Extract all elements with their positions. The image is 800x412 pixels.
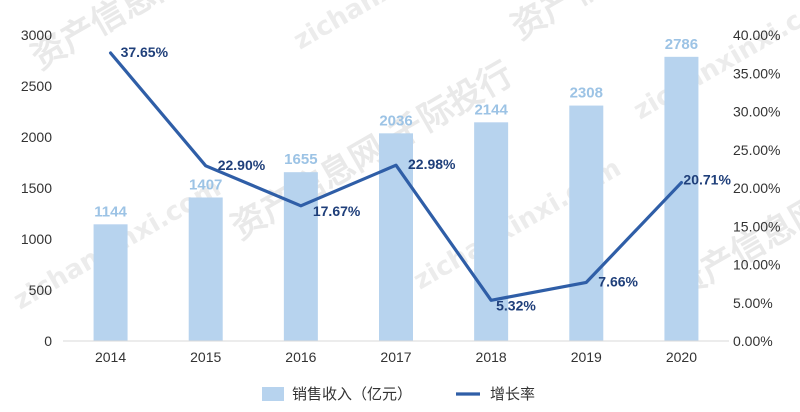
left-tick-label-1: 500 [29, 282, 53, 298]
right-tick-label-2: 10.00% [733, 257, 780, 273]
labels-layer: 1144 1407 1655 2036 2144 2308 2786 37.65% 22.90%… [94, 36, 731, 313]
right-tick-label-1: 5.00% [733, 295, 773, 311]
left-tick-label-3: 1500 [21, 180, 52, 196]
line-value-label-2015: 22.90% [218, 157, 266, 173]
watermark-text-1: zichanxinxi.com [289, 0, 507, 56]
right-tick-label-6: 30.00% [733, 104, 780, 120]
x-tick-label-2014: 2014 [95, 349, 126, 365]
bar-value-label-2017: 2036 [379, 112, 412, 129]
x-tick-label-2018: 2018 [476, 349, 507, 365]
line-value-label-2016: 17.67% [313, 203, 361, 219]
legend-swatch-bar [262, 387, 284, 401]
legend-label-line: 增长率 [490, 385, 535, 403]
line-value-label-2014: 37.65% [121, 44, 169, 60]
left-tick-label-6: 3000 [21, 27, 52, 43]
left-tick-label-2: 1000 [21, 231, 52, 247]
line-layer [108, 51, 684, 302]
legend-label-bar: 销售收入（亿元） [292, 385, 412, 403]
bar-2020 [664, 56, 699, 341]
x-tick-label-2019: 2019 [571, 349, 602, 365]
line-value-label-2020: 20.71% [683, 172, 731, 188]
right-tick-label-4: 20.00% [733, 180, 780, 196]
bar-2016 [283, 172, 318, 341]
x-tick-label-2017: 2017 [380, 349, 411, 365]
line-value-label-2019: 7.66% [598, 273, 638, 289]
left-tick-label-0: 0 [44, 333, 52, 349]
bar-2019 [569, 105, 604, 341]
watermark-text-0: 资产信息网 千际投行 [25, 0, 320, 78]
axes-layer: 2014 2015 2016 2017 2018 2019 2020 0 500 1000 1500… [21, 27, 781, 365]
line-value-label-2018: 5.32% [496, 297, 536, 313]
bar-value-label-2019: 2308 [570, 85, 603, 102]
right-tick-label-5: 25.00% [733, 142, 780, 158]
bar-2014 [93, 224, 128, 341]
x-tick-label-2015: 2015 [190, 349, 221, 365]
bar-value-label-2018: 2144 [474, 101, 508, 118]
right-tick-label-7: 35.00% [733, 65, 780, 81]
x-tick-label-2016: 2016 [285, 349, 316, 365]
bar-value-label-2014: 1144 [94, 203, 127, 220]
right-tick-label-0: 0.00% [733, 333, 773, 349]
legend-layer: 销售收入（亿元） 增长率 [262, 385, 535, 403]
bar-value-label-2015: 1407 [189, 176, 222, 193]
x-tick-label-2020: 2020 [666, 349, 697, 365]
left-tick-label-5: 2500 [21, 78, 52, 94]
bar-value-label-2020: 2786 [665, 36, 698, 53]
right-tick-label-3: 15.00% [733, 218, 780, 234]
bar-2018 [474, 122, 509, 341]
bar-2015 [188, 197, 223, 341]
line-value-label-2017: 22.98% [408, 156, 456, 172]
left-tick-label-4: 2000 [21, 129, 52, 145]
bar-value-label-2016: 1655 [284, 151, 317, 168]
right-tick-label-8: 40.00% [733, 27, 780, 43]
